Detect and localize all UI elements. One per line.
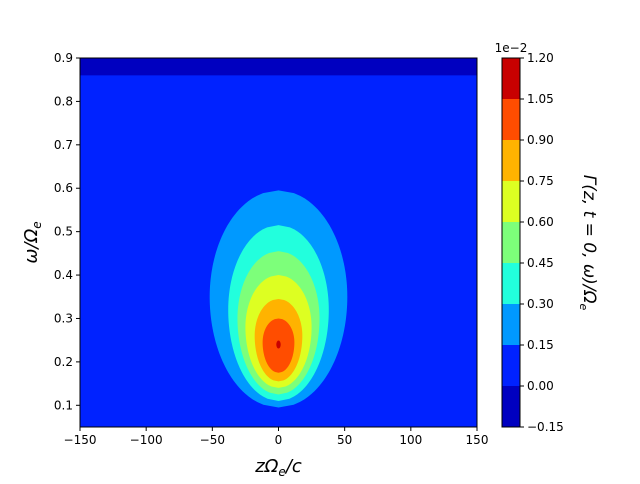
colorbar-tick-label: 0.15: [527, 338, 554, 352]
colorbar-tick-label: 0.00: [527, 379, 554, 393]
colorbar-segment: [502, 181, 520, 222]
contour-band-top: [80, 58, 477, 76]
colorbar-tick-label: 0.75: [527, 174, 554, 188]
x-tick-label: −100: [130, 433, 163, 447]
colorbar-tick-label: 0.60: [527, 215, 554, 229]
colorbar-tick-label: 1.05: [527, 92, 554, 106]
y-tick-label: 0.3: [54, 311, 73, 325]
plot-area: [80, 58, 477, 427]
colorbar-segment: [502, 263, 520, 304]
colorbar-tick-label: 1.20: [527, 51, 554, 65]
y-tick-label: 0.9: [54, 51, 73, 65]
x-tick-label: −50: [200, 433, 225, 447]
colorbar-segment: [502, 386, 520, 427]
x-tick-label: 0: [275, 433, 283, 447]
x-tick-label: −150: [64, 433, 97, 447]
colorbar-tick-label: 0.90: [527, 133, 554, 147]
x-tick-label: 150: [466, 433, 489, 447]
colorbar-frame: [501, 57, 521, 428]
colorbar-tick-label: −0.15: [527, 420, 564, 434]
colorbar-tick-label: 0.30: [527, 297, 554, 311]
y-tick-label: 0.6: [54, 181, 73, 195]
x-tick-label: 50: [337, 433, 352, 447]
y-axis-label: ω/Ωe: [21, 221, 44, 263]
y-tick-label: 0.7: [54, 138, 73, 152]
y-tick-label: 0.4: [54, 268, 73, 282]
y-tick-label: 0.5: [54, 225, 73, 239]
colorbar-segment: [502, 345, 520, 386]
colorbar-tick-label: 0.45: [527, 256, 554, 270]
x-axis-label: zΩe/c: [254, 456, 302, 479]
colorbar-segment: [502, 140, 520, 181]
contour-peak: [276, 340, 281, 349]
y-tick-label: 0.2: [54, 355, 73, 369]
colorbar-segment: [502, 58, 520, 99]
colorbar-exponent: 1e−2: [495, 41, 528, 55]
colorbar: −0.15 0.00 0.15 0.30 0.45 0.60 0.75 0.90 1.05 1.2…: [495, 41, 599, 434]
colorbar-label: Γ(z, t = 0, ω)/Ωe: [577, 175, 599, 311]
colorbar-segment: [502, 99, 520, 140]
x-tick-label: 100: [399, 433, 422, 447]
y-tick-label: 0.8: [54, 94, 73, 108]
colorbar-segment: [502, 222, 520, 263]
colorbar-segment: [502, 304, 520, 345]
y-tick-label: 0.1: [54, 398, 73, 412]
axes: −150 −100 −50 0 50 100 150 0.1 0.2 0.3 0.4 0.5 0.6 0.…: [21, 51, 488, 479]
